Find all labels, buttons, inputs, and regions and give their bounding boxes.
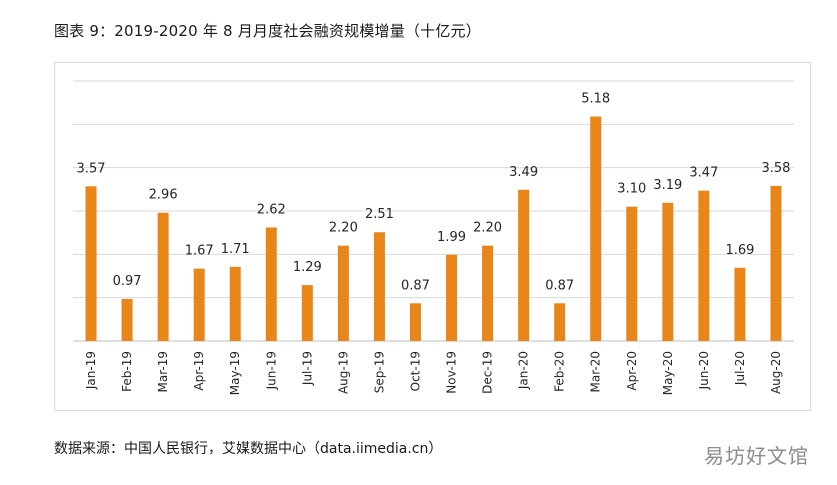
tick-label-Sep-19: Sep-19 [372,351,386,393]
tick-label-Nov-19: Nov-19 [445,351,459,394]
data-label-Feb-20: 0.87 [545,278,574,293]
bar-Oct-19 [409,303,421,341]
data-label-Nov-19: 1.99 [437,230,466,245]
bar-Dec-19 [482,245,494,341]
tick-label-Jun-19: Jun-19 [264,351,278,390]
bar-Sep-19 [373,232,385,341]
data-label-Mar-20: 5.18 [581,92,610,107]
data-label-Aug-19: 2.20 [329,221,358,236]
tick-label-Mar-20: Mar-20 [589,351,603,392]
chart-title: 图表 9：2019-2020 年 8 月月度社会融资规模增量（十亿元） [54,22,481,40]
tick-label-Jun-20: Jun-20 [697,351,711,390]
bar-chart: 3.57 Jan-19 0.97 Feb-19 2.96 Mar-19 1.67 Apr-19… [73,80,794,395]
bar-May-20 [662,202,674,341]
tick-label-May-19: May-19 [228,351,242,395]
tick-label-Jan-19: Jan-19 [84,351,98,390]
bar-Feb-19 [121,298,133,341]
data-label-Jun-20: 3.47 [689,166,718,181]
tick-label-Feb-20: Feb-20 [553,351,567,392]
bar-Jul-19 [301,285,313,341]
bar-Mar-19 [157,212,169,341]
tick-label-Apr-20: Apr-20 [625,351,639,391]
bar-Mar-20 [590,116,602,342]
chart-frame: 3.57 Jan-19 0.97 Feb-19 2.96 Mar-19 1.67 Apr-19… [54,62,811,411]
bar-Aug-20 [770,185,782,341]
data-label-Jun-19: 2.62 [257,202,286,217]
bar-May-19 [229,266,241,341]
data-label-Oct-19: 0.87 [401,278,430,293]
tick-label-Apr-19: Apr-19 [192,351,206,391]
data-label-Mar-19: 2.96 [149,188,178,203]
data-label-Dec-19: 2.20 [473,221,502,236]
bar-Feb-20 [554,303,566,341]
tick-label-Mar-19: Mar-19 [156,351,170,392]
data-label-Apr-19: 1.67 [185,244,214,259]
bar-Jan-20 [518,189,530,341]
bar-Jun-20 [698,190,710,341]
tick-label-Oct-19: Oct-19 [408,351,422,391]
bar-Nov-19 [446,254,458,341]
tick-label-Aug-20: Aug-20 [769,351,783,394]
data-label-Jan-20: 3.49 [509,165,538,180]
bar-Jan-19 [85,186,97,341]
data-label-Jul-20: 1.69 [725,243,754,258]
source-note: 数据来源：中国人民银行，艾媒数据中心（data.iimedia.cn） [54,441,443,457]
tick-label-Jan-20: Jan-20 [517,351,531,390]
data-label-Jul-19: 1.29 [293,260,322,275]
bar-Aug-19 [337,245,349,341]
data-label-Feb-19: 0.97 [113,274,142,289]
data-label-May-19: 1.71 [221,242,250,257]
data-label-May-20: 3.19 [653,178,682,193]
tick-label-Feb-19: Feb-19 [120,351,134,392]
tick-label-Dec-19: Dec-19 [481,351,495,394]
bar-Jun-19 [265,227,277,341]
tick-label-Aug-19: Aug-19 [336,351,350,394]
tick-label-Jul-20: Jul-20 [733,351,747,386]
data-label-Aug-20: 3.58 [761,161,790,176]
bar-Jul-20 [734,267,746,341]
data-label-Sep-19: 2.51 [365,207,394,222]
data-label-Jan-19: 3.57 [77,161,106,176]
bar-Apr-19 [193,268,205,341]
tick-label-May-20: May-20 [661,351,675,395]
bar-Apr-20 [626,206,638,341]
watermark: 易坊好文馆 [704,444,809,468]
data-label-Apr-20: 3.10 [617,182,646,197]
tick-label-Jul-19: Jul-19 [300,351,314,386]
